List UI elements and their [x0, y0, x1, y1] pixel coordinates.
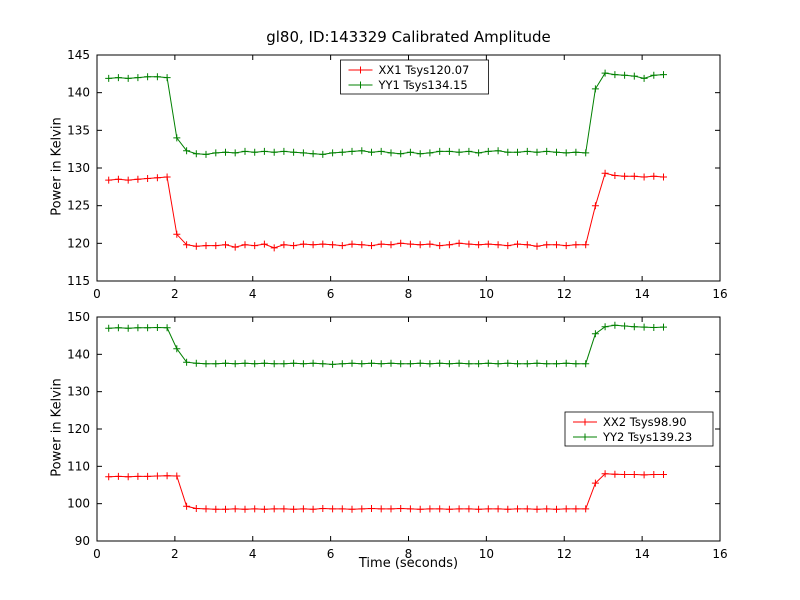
y-tick-label: 135	[67, 123, 90, 137]
x-tick-label: 0	[93, 547, 101, 561]
x-tick-label: 4	[249, 547, 257, 561]
y-tick-label: 140	[67, 86, 90, 100]
y-tick-label: 100	[67, 497, 90, 511]
legend-box	[564, 411, 714, 447]
x-tick-label: 6	[327, 547, 335, 561]
legend-label: XX2 Tsys98.90	[603, 415, 687, 429]
y-tick-label: 115	[67, 274, 90, 288]
chart-title: gl80, ID:143329 Calibrated Amplitude	[266, 28, 551, 46]
subplot-1: 0 2 4 6 8 10 12 14 16 90 100 110 120 130 140 150 XX2 Tsy…	[67, 310, 728, 561]
series-markers-0	[105, 169, 667, 252]
y-tick-label: 130	[67, 161, 90, 175]
legend-label: YY2 Tsys139.23	[602, 430, 692, 444]
y-tick-label: 120	[67, 236, 90, 250]
x-tick-label: 6	[327, 287, 335, 301]
y-tick-label: 140	[67, 347, 90, 361]
x-tick-label: 10	[479, 287, 494, 301]
series-line-1	[108, 324, 664, 365]
x-tick-label: 12	[557, 547, 572, 561]
y-tick-label: 110	[67, 459, 90, 473]
x-tick-label: 12	[557, 287, 572, 301]
axis-ticks	[96, 54, 721, 282]
top-y-axis-label: Power in Kelvin	[49, 117, 65, 216]
series-line-0	[108, 473, 664, 510]
y-tick-label: 125	[67, 199, 90, 213]
legend-sample-marker	[357, 66, 364, 74]
subplot-0: 0 2 4 6 8 10 12 14 16 115 120 125 130 135 140 145 XX1 Ts…	[67, 48, 728, 301]
y-tick-label: 120	[67, 422, 90, 436]
x-tick-label: 8	[405, 547, 413, 561]
y-tick-label: 150	[67, 310, 90, 324]
legend-sample-marker	[357, 81, 364, 89]
x-tick-label: 0	[93, 287, 101, 301]
x-tick-label: 16	[712, 547, 727, 561]
x-axis-label: Time (seconds)	[358, 556, 459, 571]
y-tick-label: 145	[67, 48, 90, 62]
tick-labels: 0 2 4 6 8 10 12 14 16 115 120 125 130 135 140 145	[67, 48, 728, 301]
legend-label: XX1 Tsys120.07	[379, 63, 470, 77]
tick-labels: 0 2 4 6 8 10 12 14 16 90 100 110 120 130 140 150	[67, 310, 728, 561]
x-tick-label: 4	[249, 287, 257, 301]
x-tick-label: 8	[405, 287, 413, 301]
series-line-0	[108, 172, 664, 249]
legend-sample-marker	[581, 433, 589, 441]
y-tick-label: 130	[67, 385, 90, 399]
series-markers-0	[105, 470, 667, 513]
series-markers-1	[105, 321, 667, 368]
x-tick-label: 16	[712, 287, 727, 301]
legend-box	[340, 59, 489, 95]
x-tick-label: 14	[634, 547, 649, 561]
bottom-y-axis-label: Power in Kelvin	[49, 378, 65, 477]
x-tick-label: 2	[171, 547, 179, 561]
axis-ticks	[96, 316, 721, 542]
series-markers-1	[105, 69, 667, 158]
legend-label: YY1 Tsys134.15	[378, 78, 468, 92]
x-tick-label: 10	[479, 547, 494, 561]
legend-sample-marker	[581, 418, 589, 426]
series-line-1	[108, 72, 664, 155]
y-tick-label: 90	[75, 534, 90, 548]
x-tick-label: 14	[634, 287, 649, 301]
x-tick-label: 2	[171, 287, 179, 301]
